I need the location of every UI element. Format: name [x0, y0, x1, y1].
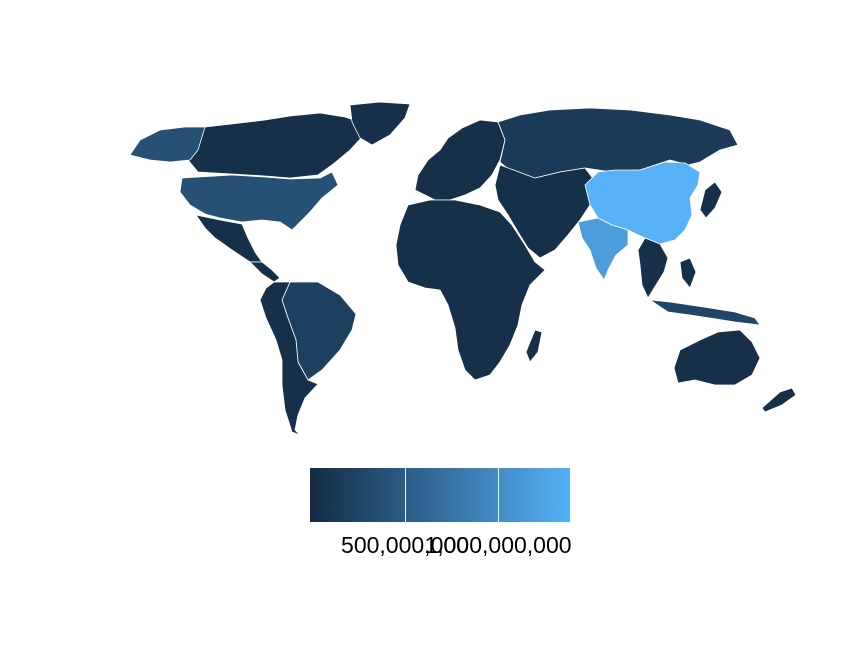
region-africa [395, 199, 546, 381]
region-russia [497, 107, 739, 179]
legend-color-bar [310, 468, 570, 522]
region-japan [699, 181, 723, 219]
region-alaska [129, 126, 206, 163]
region-australia [673, 329, 761, 386]
region-greenland [349, 101, 411, 146]
region-central-america [249, 261, 281, 283]
region-philippines [679, 257, 697, 289]
region-usa [179, 171, 339, 231]
region-mexico [195, 214, 263, 263]
legend-tick-label: 1,000,000,000 [424, 532, 572, 558]
region-new-zealand [761, 387, 797, 413]
region-south-america-west [259, 281, 319, 436]
region-middle-east [494, 164, 599, 259]
region-europe [414, 119, 506, 201]
region-india [577, 217, 629, 281]
legend-tick-mark [498, 468, 499, 522]
legend-tick-label: 500,000,000 [341, 532, 469, 558]
region-indonesia [649, 299, 761, 326]
region-canada [184, 112, 363, 179]
region-madagascar [525, 329, 543, 363]
legend-tick-mark [405, 468, 406, 522]
region-southeast-asia [637, 237, 669, 299]
world-land [129, 101, 797, 436]
color-legend: 500,000,000 1,000,000,000 [310, 468, 572, 557]
